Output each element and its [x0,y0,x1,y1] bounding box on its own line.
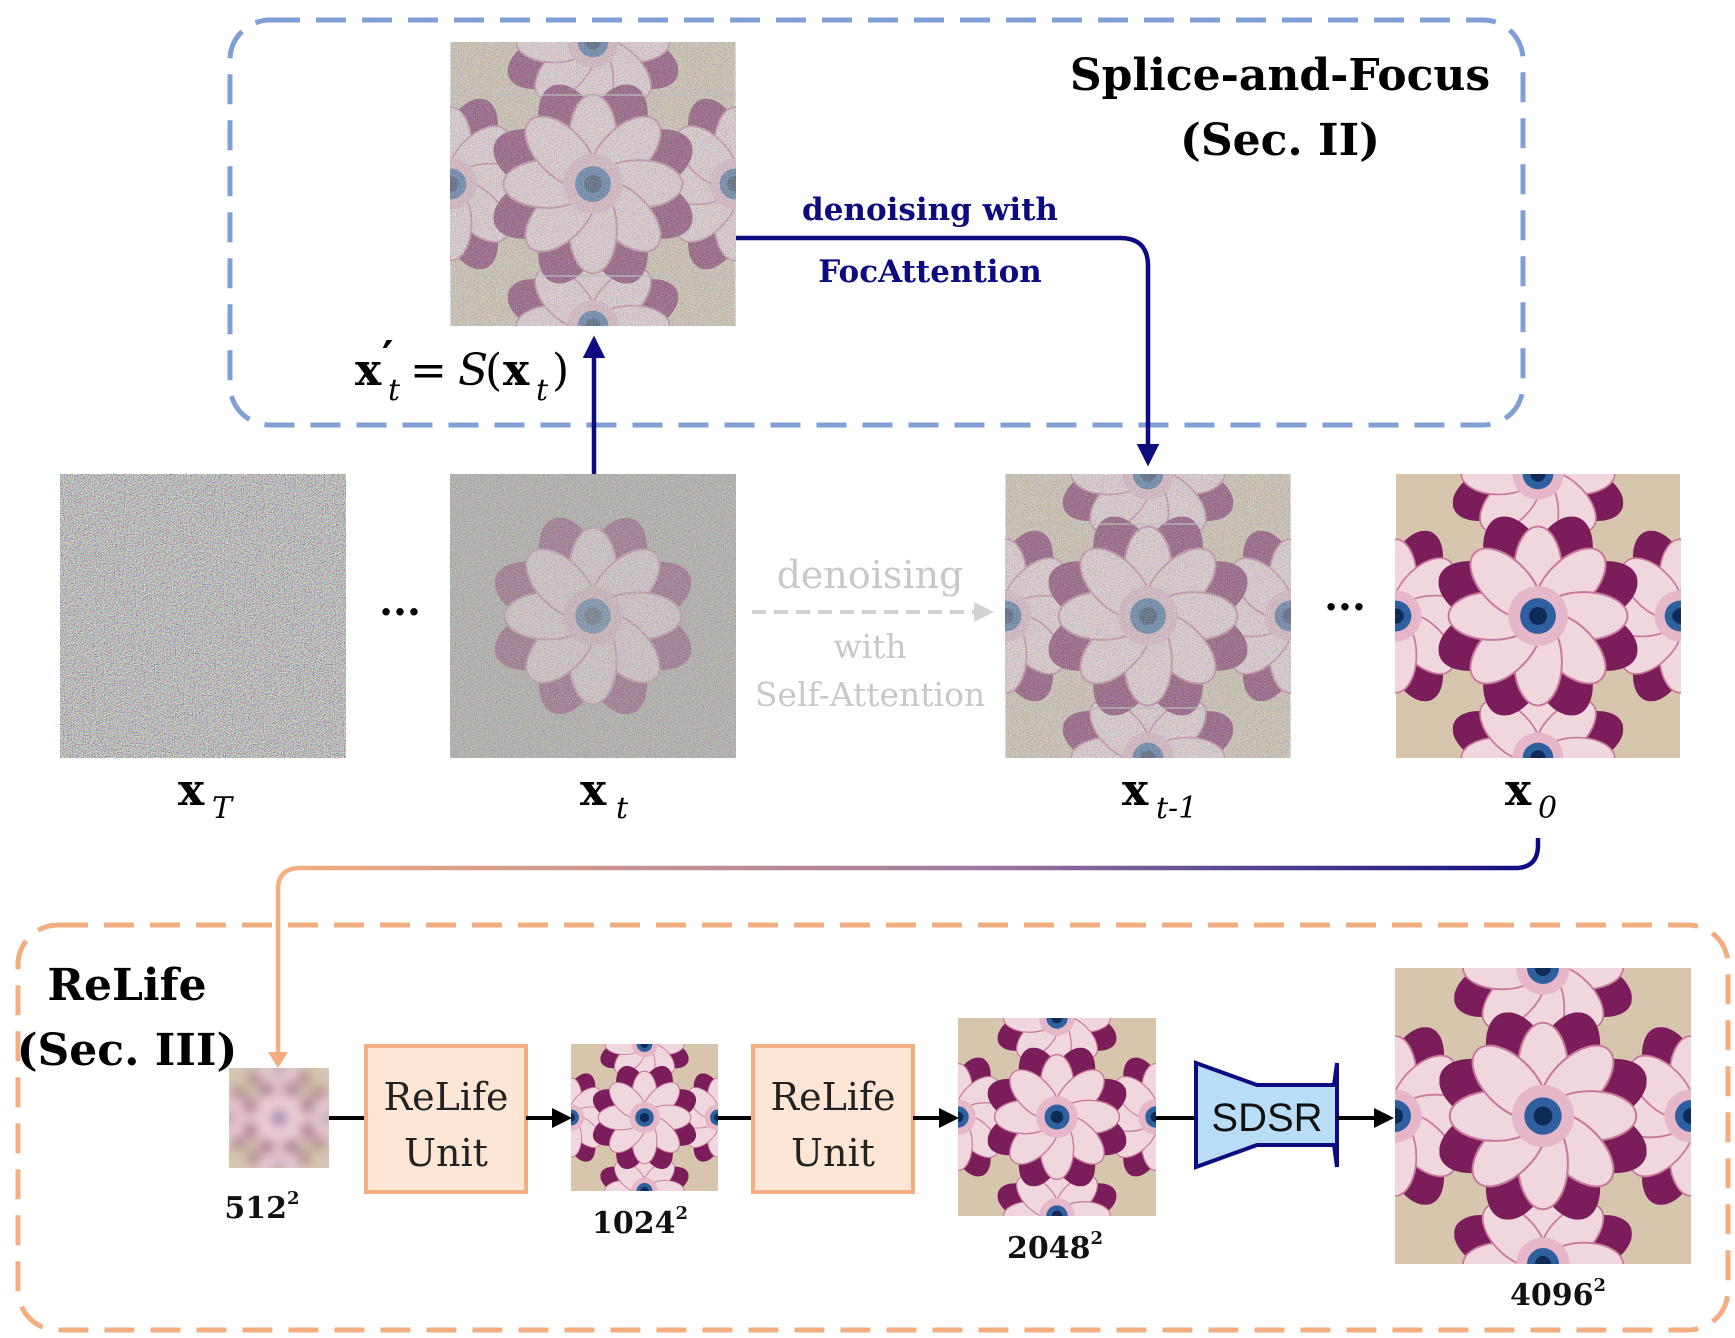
spliced-noisy-image [450,42,736,326]
relife-unit-1: ReLife Unit [364,1044,528,1194]
latent-xt-image [450,474,736,758]
res-512: 5122 [224,1188,299,1226]
svg-text:SDSR: SDSR [1211,1096,1322,1140]
latent-xT-image [60,474,346,758]
svg-text:x: x [178,765,205,816]
svg-text:S: S [458,345,488,396]
svg-text:t-1: t-1 [1156,791,1197,826]
res-2048: 20482 [1007,1228,1103,1266]
self-attention-label-line2: with [833,627,906,666]
label-x0: x 0 [1505,765,1557,826]
splice-and-focus-box [227,17,1526,428]
focattention-arrow [736,235,1160,467]
svg-text:ReLife: ReLife [770,1075,895,1119]
image-512 [229,1068,329,1168]
splice-and-focus-title: Splice-and-Focus [1070,50,1490,101]
splice-equation: x ′ t = S ( x t ) [355,332,569,408]
self-attention-label-line1: denoising [777,553,964,597]
sdsr-module: SDSR [1194,1060,1339,1170]
svg-text:t: t [388,373,401,408]
svg-text:=: = [410,345,447,396]
label-xt: x t [580,765,629,826]
focattention-label-line1: denoising with [802,192,1058,228]
ellipsis-left: ... [379,578,421,625]
relife-title: ReLife [47,960,206,1011]
image-4096 [1297,870,1735,1338]
svg-text:(: ( [485,345,502,396]
relife-section: (Sec. III) [17,1025,238,1076]
svg-text:t: t [616,791,629,826]
svg-text:x: x [355,345,382,396]
self-attention-label-line3: Self-Attention [755,675,985,714]
svg-text:x: x [503,345,530,396]
svg-text:t: t [536,373,549,408]
splice-and-focus-section: (Sec. II) [1180,115,1380,166]
svg-text:0: 0 [1538,791,1557,826]
relife-box [15,922,1731,1333]
focattention-label-line2: FocAttention [818,254,1042,290]
label-xt-minus-1: x t-1 [1122,765,1197,826]
svg-text:Unit: Unit [404,1131,488,1175]
orange-arrowhead [268,1052,288,1068]
svg-text:T: T [212,791,234,826]
x0-to-relife-arrow [275,838,1541,1058]
svg-text:′: ′ [382,332,394,383]
svg-text:): ) [552,345,569,396]
ellipsis-right: ... [1324,573,1366,620]
svg-text:x: x [1122,765,1149,816]
res-4096: 40962 [1510,1275,1606,1313]
svg-text:Unit: Unit [791,1131,875,1175]
latent-xt-minus-1-image [1005,474,1291,758]
relife-unit-2: ReLife Unit [751,1044,915,1194]
svg-text:x: x [580,765,607,816]
svg-text:ReLife: ReLife [383,1075,508,1119]
label-xT: x T [178,765,234,826]
svg-text:x: x [1505,765,1532,816]
res-1024: 10242 [592,1203,688,1241]
